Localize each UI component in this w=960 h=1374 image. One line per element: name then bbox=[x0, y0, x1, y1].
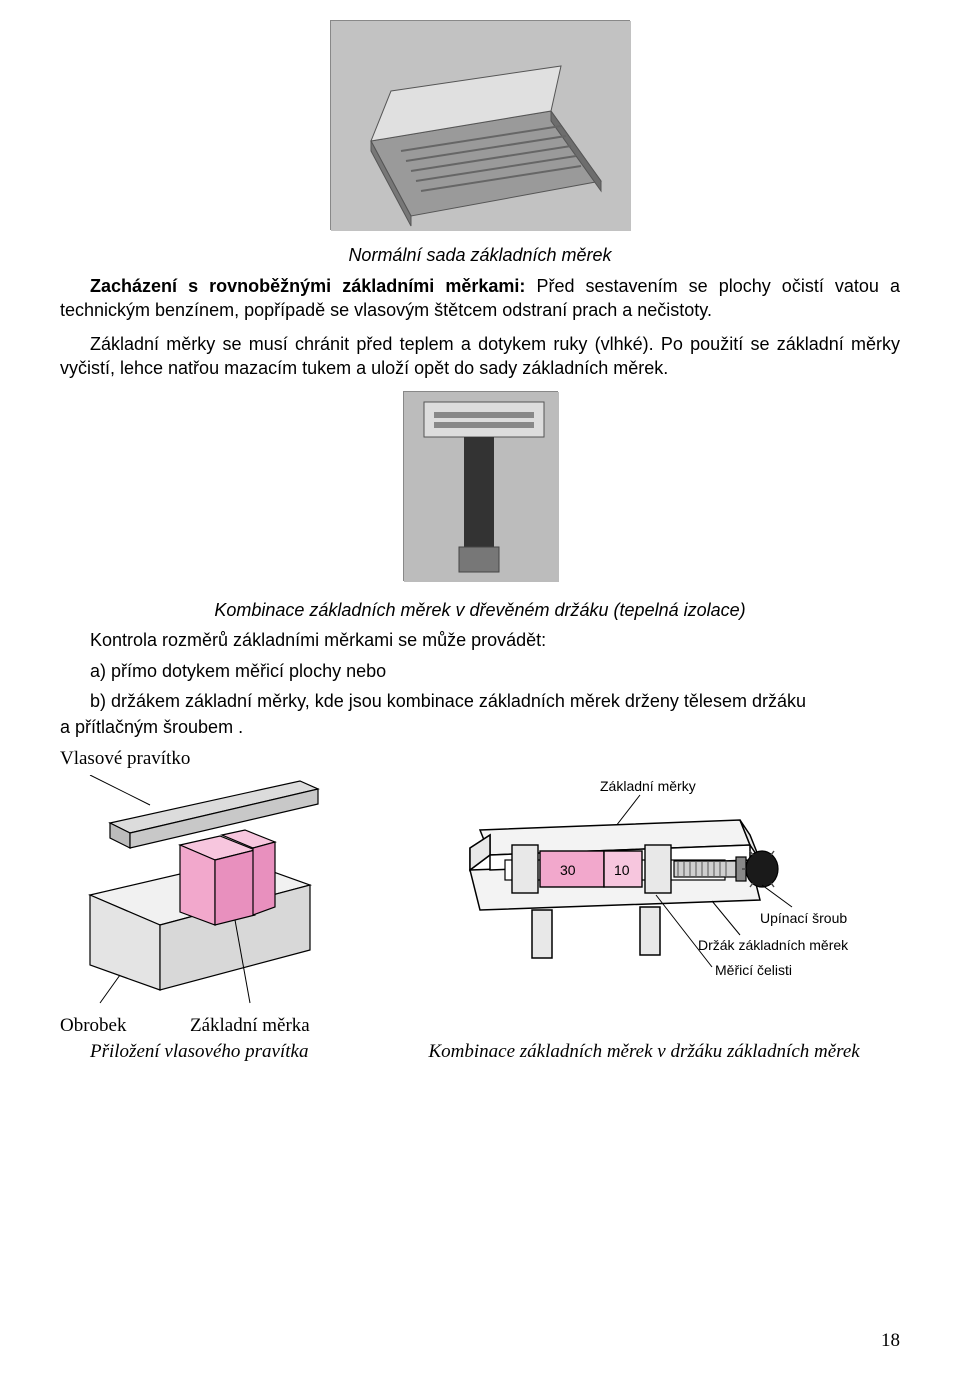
figure-2: Kombinace základních měrek v dřevěném dr… bbox=[60, 391, 900, 623]
page-number: 18 bbox=[881, 1328, 900, 1354]
callout-upinaci-sroub: Upínací šroub bbox=[760, 910, 847, 926]
diagram-left bbox=[60, 775, 400, 1005]
callout-celisti: Měřicí čelisti bbox=[715, 962, 792, 978]
figure-2-caption: Kombinace základních měrek v dřevěném dr… bbox=[60, 598, 900, 622]
diagram-left-svg bbox=[60, 775, 400, 1005]
callout-zakladni-merky: Základní měrky bbox=[600, 778, 696, 794]
diagram-row: Základní měrky bbox=[60, 775, 900, 1005]
block-value-10: 10 bbox=[614, 862, 630, 878]
label-merka: Základní měrka bbox=[190, 1015, 310, 1036]
figure-1-image bbox=[330, 20, 630, 230]
paragraph-1: Zacházení s rovnoběžnými základními měrk… bbox=[60, 274, 900, 323]
block-value-30: 30 bbox=[560, 862, 576, 878]
diagram-right: Základní měrky bbox=[440, 775, 880, 1005]
paragraph-2: Základní měrky se musí chránit před tepl… bbox=[60, 332, 900, 381]
caption-right: Kombinace základních měrek v držáku zákl… bbox=[428, 1039, 859, 1065]
list-item-b-line2: a přítlačným šroubem . bbox=[60, 715, 900, 739]
figure-1-caption: Normální sada základních měrek bbox=[60, 243, 900, 267]
figure-1: Normální sada základních měrek bbox=[60, 20, 900, 268]
diagram-right-svg: Základní měrky bbox=[440, 775, 880, 1005]
bottom-labels-row2: Přiložení vlasového pravítka Kombinace z… bbox=[60, 1039, 900, 1065]
list-item-a: a) přímo dotykem měřicí plochy nebo bbox=[60, 659, 900, 683]
caption-left: Přiložení vlasového pravítka bbox=[60, 1039, 308, 1065]
callout-drzak: Držák základních měrek bbox=[698, 937, 849, 953]
figure-2-image bbox=[403, 391, 558, 581]
paragraph-1-lead: Zacházení s rovnoběžnými základními měrk… bbox=[90, 276, 525, 296]
diagram-left-label-top: Vlasové pravítko bbox=[60, 746, 900, 772]
list-item-b-line1: b) držákem základní měrky, kde jsou komb… bbox=[60, 689, 900, 713]
bottom-labels: Obrobek Základní měrka Přiložení vlasové… bbox=[60, 1013, 900, 1064]
list-intro: Kontrola rozměrů základními měrkami se m… bbox=[60, 628, 900, 652]
bottom-labels-row1: Obrobek Základní měrka bbox=[60, 1013, 900, 1039]
label-obrobek: Obrobek bbox=[60, 1015, 126, 1036]
